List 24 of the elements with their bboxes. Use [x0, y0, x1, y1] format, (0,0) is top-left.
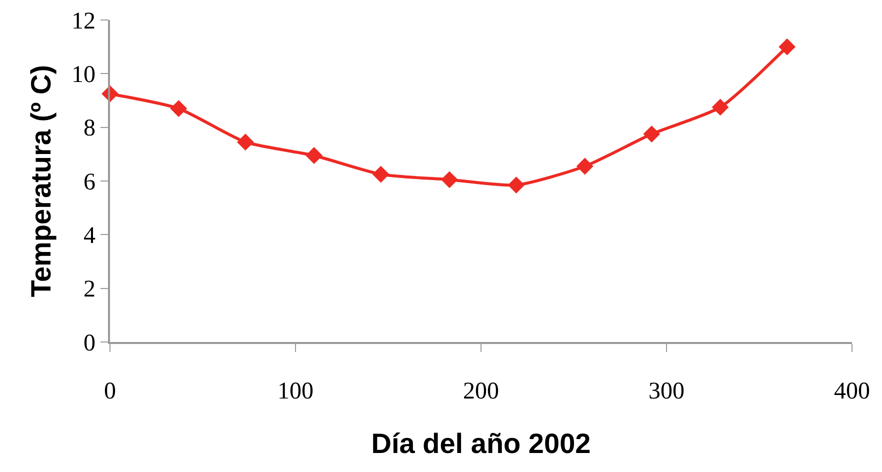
point	[778, 38, 796, 56]
y-tick-label: 4	[83, 223, 96, 250]
point	[508, 176, 525, 194]
point	[306, 147, 322, 164]
y-tick-label: 2	[83, 276, 96, 303]
y-tick-label: 10	[71, 62, 96, 88]
x-tick-label: 300	[648, 378, 684, 405]
point	[712, 98, 729, 116]
x-tick-label: 100	[278, 378, 314, 405]
point	[576, 158, 594, 175]
y-tick-label: 8	[83, 116, 96, 142]
point	[372, 166, 390, 183]
y-tick-label: 6	[83, 169, 96, 196]
x-tick-label: 400	[834, 378, 870, 405]
x-tick-label: 200	[463, 378, 499, 405]
x-tick-label: 0	[104, 378, 116, 405]
point	[643, 126, 660, 142]
point	[236, 134, 254, 151]
y-axis-title: Temperatura (º C)	[26, 64, 57, 298]
y-tick-label: 0	[83, 330, 96, 356]
point	[170, 100, 188, 117]
point	[441, 171, 458, 188]
y-tick-label: 12	[71, 8, 96, 34]
x-axis-title: Día del año 2002	[371, 428, 591, 460]
